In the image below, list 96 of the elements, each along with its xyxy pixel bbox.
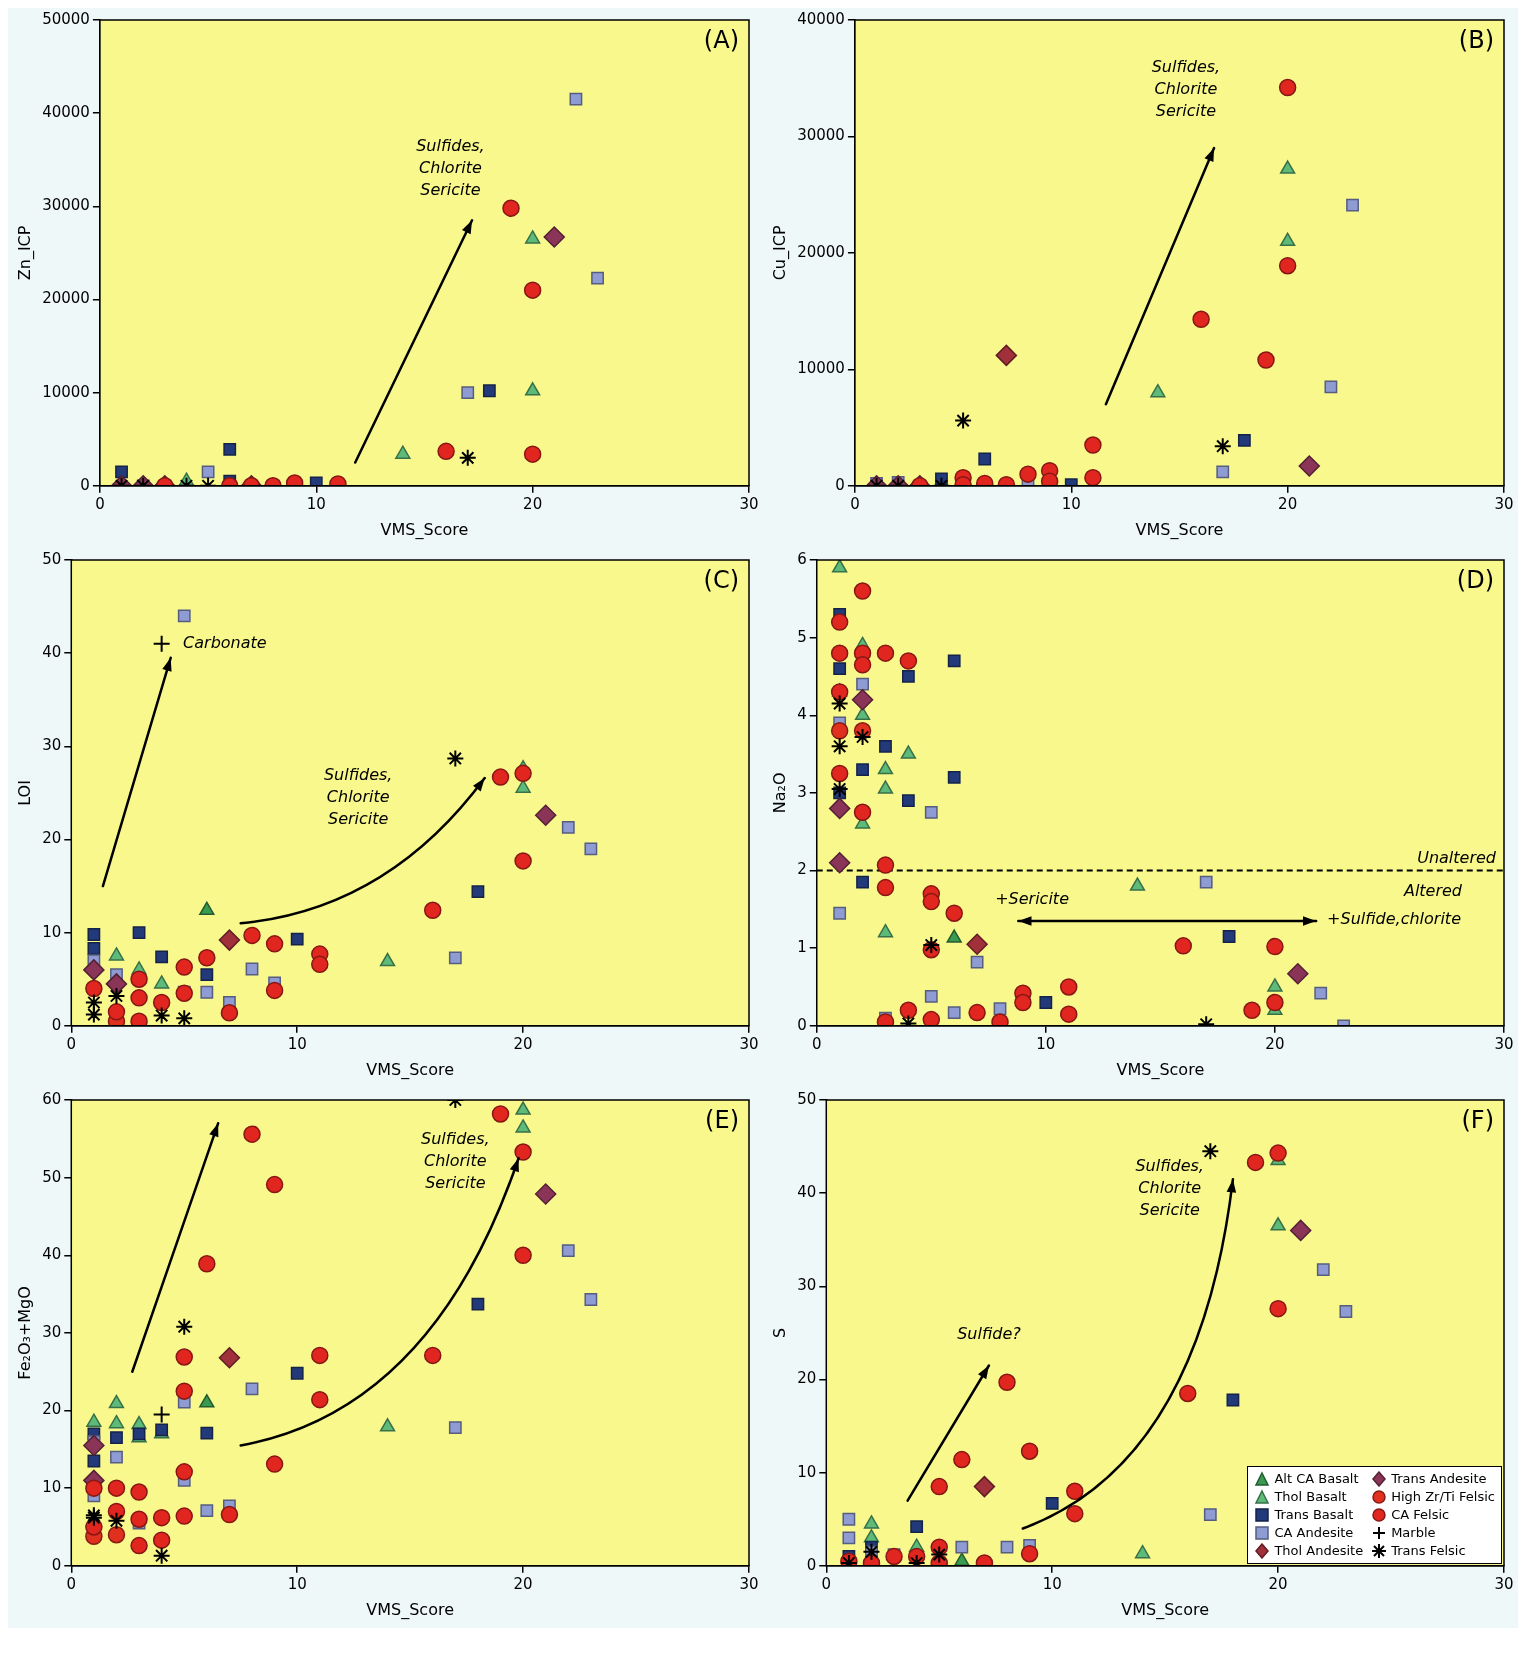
y-axis-title: Na₂O xyxy=(769,772,789,814)
annotation: (A) xyxy=(703,26,739,55)
y-tick-label: 10000 xyxy=(797,359,845,378)
annotation: Altered xyxy=(1402,881,1463,901)
x-tick-label: 20 xyxy=(513,1034,533,1053)
y-tick-label: 40000 xyxy=(42,103,90,122)
y-tick-label: 40 xyxy=(42,643,62,662)
annotation: Carbonate xyxy=(183,633,267,652)
legend-label: Trans Andesite xyxy=(1391,1471,1487,1487)
y-tick-label: 5 xyxy=(797,627,807,646)
annotation: Sulfides, Chlorite Sericite xyxy=(416,136,485,200)
annotation: +Sulfide,chlorite xyxy=(1327,909,1462,929)
x-tick-label: 30 xyxy=(1494,1574,1514,1593)
x-tick-label: 30 xyxy=(739,494,759,513)
y-tick-label: 0 xyxy=(80,475,90,494)
y-tick-label: 20 xyxy=(42,1400,62,1419)
legend-label: CA Felsic xyxy=(1391,1507,1450,1523)
annotation: (C) xyxy=(703,566,739,595)
x-axis-title: VMS_Score xyxy=(380,519,469,540)
y-tick-label: 4 xyxy=(797,705,807,724)
annotation: Sulfides, Chlorite Sericite xyxy=(421,1129,490,1193)
y-tick-label: 20 xyxy=(797,1369,817,1388)
annotation: (B) xyxy=(1458,26,1494,55)
y-tick-label: 50 xyxy=(42,1167,62,1186)
x-tick-label: 30 xyxy=(1494,494,1514,513)
y-tick-label: 60 xyxy=(42,1089,62,1108)
y-tick-label: 10 xyxy=(42,1478,62,1497)
annotation: (E) xyxy=(705,1106,739,1135)
legend-label: Thol Andesite xyxy=(1274,1543,1364,1559)
y-tick-label: 10 xyxy=(42,922,62,941)
y-tick-label: 30000 xyxy=(797,126,845,145)
y-tick-label: 40 xyxy=(797,1183,817,1202)
y-axis-title: Cu_ICP xyxy=(769,225,790,281)
x-tick-label: 20 xyxy=(523,494,543,513)
x-tick-label: 10 xyxy=(1036,1034,1056,1053)
y-tick-label: 0 xyxy=(51,1555,62,1574)
x-tick-label: 0 xyxy=(850,494,860,513)
x-tick-label: 20 xyxy=(513,1574,533,1593)
annotation: (D) xyxy=(1456,566,1494,595)
x-tick-label: 10 xyxy=(287,1574,307,1593)
x-tick-label: 10 xyxy=(1042,1574,1062,1593)
x-axis-title: VMS_Score xyxy=(1121,1599,1209,1620)
y-tick-label: 0 xyxy=(806,1555,817,1574)
y-tick-label: 20000 xyxy=(42,289,90,308)
legend-label: Trans Felsic xyxy=(1391,1543,1466,1559)
x-tick-label: 10 xyxy=(287,1034,307,1053)
x-tick-label: 10 xyxy=(306,494,326,513)
y-tick-label: 2 xyxy=(797,860,807,879)
y-tick-label: 6 xyxy=(797,549,807,568)
y-tick-label: 40 xyxy=(42,1245,62,1264)
legend-label: Thol Basalt xyxy=(1274,1489,1347,1505)
legend-label: Alt CA Basalt xyxy=(1274,1471,1359,1487)
y-tick-label: 50 xyxy=(42,549,62,568)
y-tick-label: 50 xyxy=(797,1089,817,1108)
y-tick-label: 30 xyxy=(797,1276,817,1295)
y-tick-label: 50000 xyxy=(42,9,90,28)
x-tick-label: 10 xyxy=(1061,494,1081,513)
y-tick-label: 1 xyxy=(797,938,807,957)
y-tick-label: 10 xyxy=(797,1462,817,1481)
y-tick-label: 0 xyxy=(797,1015,807,1034)
y-tick-label: 0 xyxy=(51,1015,62,1034)
x-axis-title: VMS_Score xyxy=(366,1599,454,1620)
legend-label: Marble xyxy=(1391,1525,1436,1541)
y-axis-title: Zn_ICP xyxy=(14,225,35,281)
annotation: (F) xyxy=(1461,1106,1494,1135)
x-tick-label: 20 xyxy=(1268,1574,1288,1593)
y-tick-label: 30 xyxy=(42,1322,62,1341)
legend-label: High Zr/Ti Felsic xyxy=(1391,1489,1495,1505)
x-tick-label: 30 xyxy=(739,1574,759,1593)
x-tick-label: 20 xyxy=(1278,494,1298,513)
x-tick-label: 30 xyxy=(739,1034,759,1053)
ref-line-label: Unaltered xyxy=(1417,847,1497,867)
y-tick-label: 0 xyxy=(835,475,845,494)
y-axis-title: Fe₂O₃+MgO xyxy=(14,1286,34,1380)
annotation: +Sericite xyxy=(995,889,1070,909)
y-tick-label: 20000 xyxy=(797,242,845,261)
x-tick-label: 20 xyxy=(1265,1034,1285,1053)
x-tick-label: 0 xyxy=(95,494,105,513)
legend-label: CA Andesite xyxy=(1274,1525,1354,1541)
y-axis-title: S xyxy=(769,1327,789,1338)
y-tick-label: 10000 xyxy=(42,382,90,401)
annotation: Sulfides, Chlorite Sericite xyxy=(1151,57,1221,121)
annotation: Sulfides, Chlorite Sericite xyxy=(323,764,393,828)
x-axis-title: VMS_Score xyxy=(1135,519,1224,540)
x-axis-title: VMS_Score xyxy=(1116,1059,1205,1080)
x-tick-label: 30 xyxy=(1494,1034,1514,1053)
annotation: Sulfides, Chlorite Sericite xyxy=(1135,1155,1204,1219)
y-axis-title: LOI xyxy=(14,780,34,806)
y-tick-label: 20 xyxy=(42,829,62,848)
y-tick-label: 3 xyxy=(797,782,807,801)
x-axis-title: VMS_Score xyxy=(366,1059,454,1080)
y-tick-label: 40000 xyxy=(797,9,845,28)
y-tick-label: 30000 xyxy=(42,196,90,215)
y-tick-label: 30 xyxy=(42,736,62,755)
legend-label: Trans Basalt xyxy=(1274,1507,1354,1523)
annotation: Sulfide? xyxy=(957,1323,1022,1343)
